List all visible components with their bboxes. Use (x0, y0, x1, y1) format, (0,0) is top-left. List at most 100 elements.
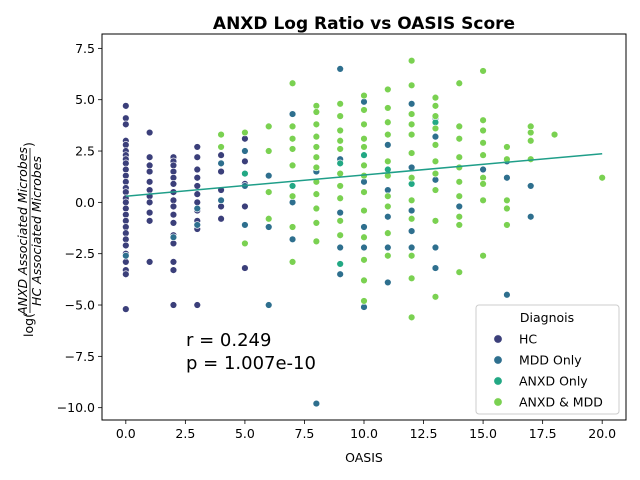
point-anxd-mdd (455, 178, 463, 186)
y-tick-label: 0.0 (75, 195, 95, 210)
x-tick-label: 2.5 (175, 426, 195, 441)
point-mdd-only (336, 270, 344, 278)
point-anxd-mdd (336, 217, 344, 225)
point-anxd-mdd (336, 100, 344, 108)
point-anxd-mdd (336, 231, 344, 239)
point-anxd-mdd (360, 91, 368, 100)
point-anxd-only (288, 182, 297, 190)
point-anxd-mdd (312, 132, 321, 141)
point-mdd-only (193, 204, 201, 213)
legend-title: Diagnois (520, 310, 574, 325)
point-hc (122, 178, 130, 186)
point-anxd-mdd (312, 120, 321, 129)
point-hc (122, 229, 130, 237)
point-hc (217, 151, 225, 159)
point-anxd-mdd (241, 239, 249, 248)
point-hc (145, 161, 154, 170)
point-anxd-mdd (407, 149, 416, 157)
point-anxd-mdd (407, 56, 416, 65)
point-anxd-mdd (217, 130, 225, 139)
point-anxd-mdd (479, 67, 487, 75)
point-anxd-mdd (598, 174, 606, 182)
point-anxd-mdd (479, 116, 487, 124)
point-hc (122, 270, 130, 278)
point-anxd-mdd (455, 79, 463, 87)
point-anxd-mdd (527, 128, 535, 137)
point-anxd-mdd (265, 122, 273, 131)
point-anxd-mdd (336, 182, 344, 190)
point-mdd-only (384, 213, 392, 221)
point-hc (145, 208, 154, 217)
point-hc (169, 161, 178, 170)
point-anxd-mdd (407, 274, 416, 283)
y-tick-label: 7.5 (75, 41, 95, 56)
point-anxd-mdd (360, 120, 368, 129)
y-axis: −10.0 −7.5 −5.0 −2.5 0.0 2.5 5.0 7.5 (57, 41, 102, 415)
point-hc (122, 217, 130, 225)
point-mdd-only (217, 159, 225, 168)
point-hc (145, 217, 154, 225)
point-hc (122, 241, 130, 250)
point-hc (145, 258, 154, 266)
point-hc (122, 114, 130, 122)
point-mdd-only (288, 198, 297, 207)
point-anxd-mdd (527, 137, 535, 145)
point-anxd-mdd (312, 108, 321, 116)
point-mdd-only (407, 206, 416, 215)
y-axis-label-suffix: ) (21, 142, 36, 147)
point-anxd-mdd (360, 256, 368, 264)
point-anxd-mdd (503, 204, 511, 213)
x-axis: 0.0 2.5 5.0 7.5 10.0 12.5 15.0 17.5 20.0 (116, 420, 616, 441)
point-anxd-only (336, 159, 344, 168)
point-mdd-only (336, 65, 344, 73)
point-anxd-mdd (288, 161, 297, 170)
point-hc (122, 171, 130, 180)
point-anxd-mdd (312, 102, 321, 110)
point-anxd-mdd (503, 221, 511, 229)
point-anxd-mdd (265, 215, 273, 223)
point-hc (145, 198, 154, 207)
point-mdd-only (503, 291, 511, 299)
point-mdd-only (360, 303, 368, 311)
point-mdd-only (193, 221, 201, 229)
point-anxd-mdd (479, 139, 487, 147)
point-anxd-mdd (288, 122, 297, 131)
point-mdd-only (384, 243, 392, 252)
point-anxd-mdd (455, 122, 463, 131)
point-mdd-only (288, 235, 297, 244)
y-tick-label: −7.5 (65, 349, 95, 364)
point-hc (193, 174, 201, 182)
point-hc (122, 165, 130, 174)
point-hc (169, 174, 178, 182)
point-hc (169, 196, 178, 205)
point-anxd-mdd (288, 145, 297, 153)
x-tick-label: 0.0 (116, 426, 136, 441)
point-anxd-mdd (312, 237, 321, 246)
point-anxd-mdd (407, 215, 416, 223)
point-anxd-mdd (527, 122, 535, 131)
point-anxd-mdd (407, 174, 416, 182)
point-hc (169, 167, 178, 176)
point-anxd-mdd (336, 145, 344, 153)
point-hc (169, 239, 178, 248)
y-tick-label: 2.5 (75, 144, 95, 159)
point-anxd-mdd (431, 157, 440, 165)
point-anxd-mdd (407, 196, 416, 205)
point-anxd-mdd (455, 153, 463, 161)
point-hc (217, 202, 225, 211)
point-anxd-mdd (384, 85, 392, 94)
point-anxd-mdd (431, 169, 440, 178)
point-anxd-mdd (360, 206, 368, 215)
point-anxd-mdd (479, 126, 487, 135)
point-mdd-only (360, 98, 368, 106)
point-anxd-mdd (384, 192, 392, 200)
point-anxd-mdd (360, 106, 368, 114)
y-tick-label: −10.0 (57, 400, 95, 415)
point-anxd-only (360, 151, 368, 159)
x-tick-label: 5.0 (235, 426, 255, 441)
point-anxd-mdd (217, 143, 225, 151)
regression-line (125, 152, 603, 197)
point-anxd-mdd (455, 268, 463, 276)
point-anxd-mdd (312, 163, 321, 172)
